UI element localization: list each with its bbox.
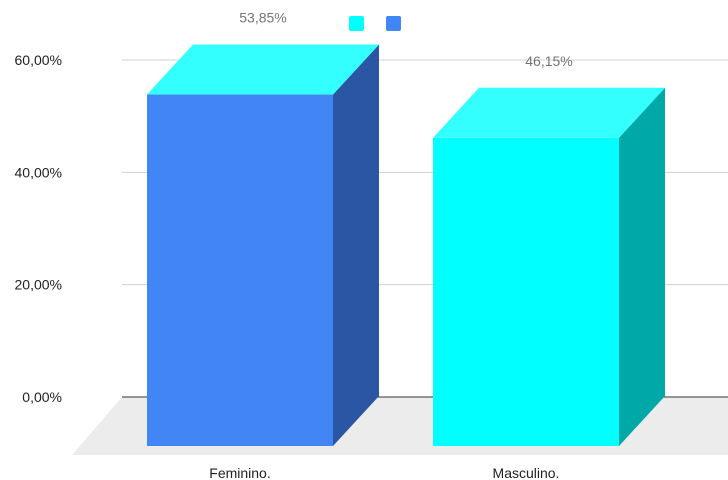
bar-top-face [147,44,379,95]
bar-top-face [433,87,665,138]
x-axis: Feminino. Masculino. [209,465,559,480]
bar [433,87,665,446]
legend [349,16,401,31]
y-tick-label: 60,00% [15,52,62,68]
data-label: 46,15% [525,53,572,69]
data-labels: 53,85% 46,15% [239,10,572,69]
x-category-label: Feminino. [209,465,270,480]
bar-side-face [619,87,665,446]
y-tick-label: 40,00% [15,164,62,180]
bar-front-face [433,137,619,446]
y-axis: 0,00% 20,00% 40,00% 60,00% [15,52,62,405]
legend-swatch [386,16,401,31]
bar-side-face [333,44,379,446]
bar-front-face [147,94,333,446]
legend-swatch [349,16,364,31]
bar [147,44,379,446]
y-tick-label: 0,00% [22,389,62,405]
x-category-label: Masculino. [493,465,560,480]
bars [147,44,665,446]
y-tick-label: 20,00% [15,277,62,293]
data-label: 53,85% [239,10,286,26]
